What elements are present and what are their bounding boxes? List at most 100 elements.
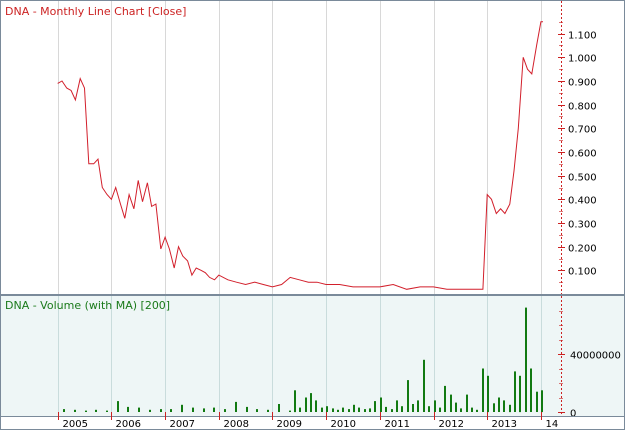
volume-bar [385, 406, 387, 412]
volume-bar [315, 400, 317, 412]
volume-bar [498, 397, 500, 412]
volume-bar [525, 307, 527, 412]
volume-bar [471, 407, 473, 412]
volume-bars [63, 307, 543, 413]
volume-bar [536, 391, 538, 412]
price-y-tick-label: 0.300 [568, 220, 597, 231]
volume-y-ticks: 0 40000000 [558, 311, 621, 420]
volume-bar [106, 410, 108, 412]
volume-bar [466, 394, 468, 412]
price-y-tick-label: 0.900 [568, 78, 597, 89]
x-axis: 2005 2006 2007 2008 2009 2010 2011 2012 2013 14 [58, 412, 559, 430]
volume-bar [117, 401, 119, 412]
volume-bar [374, 401, 376, 412]
volume-bar [224, 409, 226, 412]
volume-bar [519, 375, 521, 413]
volume-bar [412, 404, 414, 412]
volume-bar [170, 409, 172, 412]
x-tick-label: 2005 [63, 419, 88, 430]
volume-bar [530, 368, 532, 412]
volume-bar [63, 409, 65, 412]
x-tick-label: 2009 [277, 419, 302, 430]
x-tick-label: 2012 [439, 419, 464, 430]
volume-bar [348, 409, 350, 412]
price-y-tick-label: 0.100 [568, 267, 597, 278]
volume-bar [85, 410, 87, 412]
volume-bar [450, 394, 452, 412]
volume-bar [364, 409, 366, 412]
x-tick-label: 2008 [224, 419, 249, 430]
volume-bar [149, 409, 151, 412]
volume-bar [192, 407, 194, 412]
price-y-tick-label: 0.500 [568, 173, 597, 184]
price-y-tick-label: 0.600 [568, 149, 597, 160]
volume-y-tick-label: 0 [570, 409, 576, 420]
volume-bar [380, 397, 382, 412]
price-y-ticks: 0.100 0.200 0.300 0.400 0.500 0.600 0.700 0.800… [558, 22, 597, 283]
volume-bar [332, 408, 334, 412]
volume-bar [160, 409, 162, 412]
volume-bar [289, 410, 291, 412]
x-tick-label: 2010 [331, 419, 356, 430]
volume-bar [455, 402, 457, 412]
volume-bar [503, 400, 505, 412]
volume-bar [401, 406, 403, 412]
price-y-tick-label: 0.400 [568, 196, 597, 207]
price-y-tick-label: 0.200 [568, 244, 597, 255]
volume-bar [321, 407, 323, 412]
volume-bar [541, 390, 543, 413]
volume-bar [417, 400, 419, 412]
volume-bar [246, 406, 248, 412]
volume-bar [342, 407, 344, 412]
volume-bar [213, 407, 215, 412]
volume-bar [482, 368, 484, 412]
x-tick-label: 14 [546, 419, 559, 430]
price-chart-title: DNA - Monthly Line Chart [Close] [5, 5, 186, 18]
volume-bar [337, 409, 339, 412]
price-series-line [57, 21, 543, 290]
volume-bar [460, 408, 462, 412]
price-y-tick-label: 1.000 [568, 54, 597, 65]
price-y-tick-label: 1.100 [568, 31, 597, 42]
volume-bar [358, 407, 360, 412]
volume-bar [514, 371, 516, 412]
volume-bar [299, 407, 301, 412]
volume-bar [423, 359, 425, 412]
price-y-tick-label: 0.800 [568, 102, 597, 113]
volume-bar [95, 409, 97, 412]
volume-bar [267, 409, 269, 412]
volume-bar [203, 408, 205, 412]
volume-bar [256, 409, 258, 412]
x-tick-label: 2013 [492, 419, 517, 430]
price-grid [58, 1, 542, 294]
volume-bar [181, 404, 183, 413]
volume-chart-title: DNA - Volume (with MA) [200] [5, 299, 170, 312]
volume-bar [127, 406, 129, 412]
volume-bar [493, 403, 495, 412]
volume-bar [369, 408, 371, 412]
volume-bar [138, 407, 140, 412]
x-tick-label: 2007 [170, 419, 195, 430]
price-panel-frame [0, 0, 625, 295]
volume-bar [428, 406, 430, 412]
volume-bar [391, 409, 393, 412]
volume-bar [235, 401, 237, 412]
volume-bar [310, 393, 312, 412]
volume-bar [353, 404, 355, 413]
x-tick-label: 2006 [116, 419, 141, 430]
volume-bar [444, 385, 446, 412]
volume-bar [509, 404, 511, 413]
volume-grid [58, 296, 542, 416]
price-y-tick-label: 0.700 [568, 125, 597, 136]
x-axis-strip [0, 416, 625, 430]
volume-bar [439, 407, 441, 412]
volume-bar [294, 390, 296, 413]
volume-bar [305, 397, 307, 412]
volume-bar [434, 400, 436, 412]
volume-bar [74, 409, 76, 412]
volume-bar [487, 375, 489, 413]
volume-bar [407, 380, 409, 412]
volume-bar [476, 409, 478, 412]
